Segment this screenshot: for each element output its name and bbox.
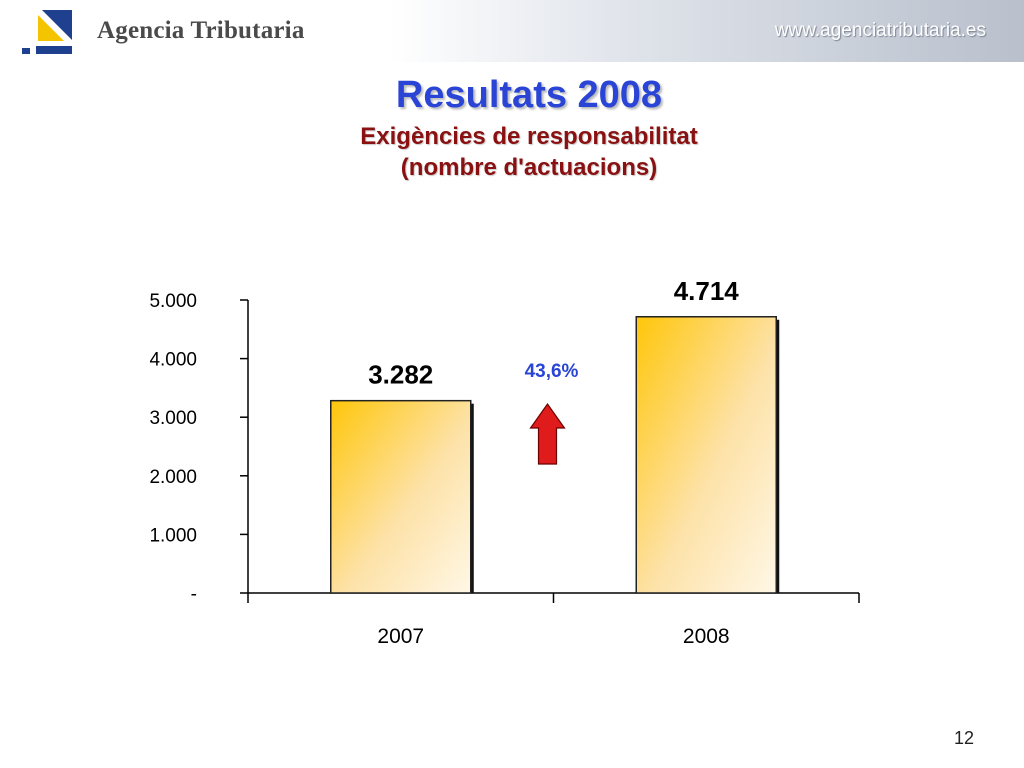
subtitle-line-1: Exigències de responsabilitat	[360, 123, 698, 150]
slide-subtitle: Exigències de responsabilitat (nombre d'…	[0, 121, 1024, 183]
y-tick-label: 3.000	[149, 408, 197, 429]
bar	[635, 316, 777, 594]
y-tick-label: 4.000	[149, 350, 197, 371]
site-url: www.agenciatributaria.es	[774, 20, 986, 41]
y-tick-label: -	[191, 584, 197, 605]
agencia-tributaria-logo-icon	[22, 10, 72, 54]
bar-value-label: 4.714	[674, 276, 740, 306]
y-tick-label: 2.000	[149, 467, 197, 488]
bar	[330, 399, 472, 594]
chart-panel: - 1.000 2.000 3.000 4.000 5.000 3.282 2007 4.714…	[102, 262, 878, 676]
subtitle-line-2: (nombre d'actuacions)	[400, 154, 658, 181]
y-tick-label: 5.000	[149, 291, 197, 312]
slide-title: Resultats 2008	[395, 74, 663, 116]
y-tick-label: 1.000	[149, 525, 197, 546]
up-arrow-icon	[529, 402, 566, 465]
header-bar: Agencia Tributaria www.agenciatributaria…	[0, 0, 1024, 62]
page-number: 12	[953, 728, 974, 748]
growth-percentage-label: 43,6%	[525, 361, 579, 382]
agency-name: Agencia Tributaria	[97, 17, 305, 44]
bar-value-label: 3.282	[368, 360, 433, 390]
x-tick-label: 2007	[377, 625, 424, 648]
x-tick-label: 2008	[683, 625, 730, 648]
bar-chart: - 1.000 2.000 3.000 4.000 5.000 3.282 2007 4.714…	[149, 276, 860, 648]
